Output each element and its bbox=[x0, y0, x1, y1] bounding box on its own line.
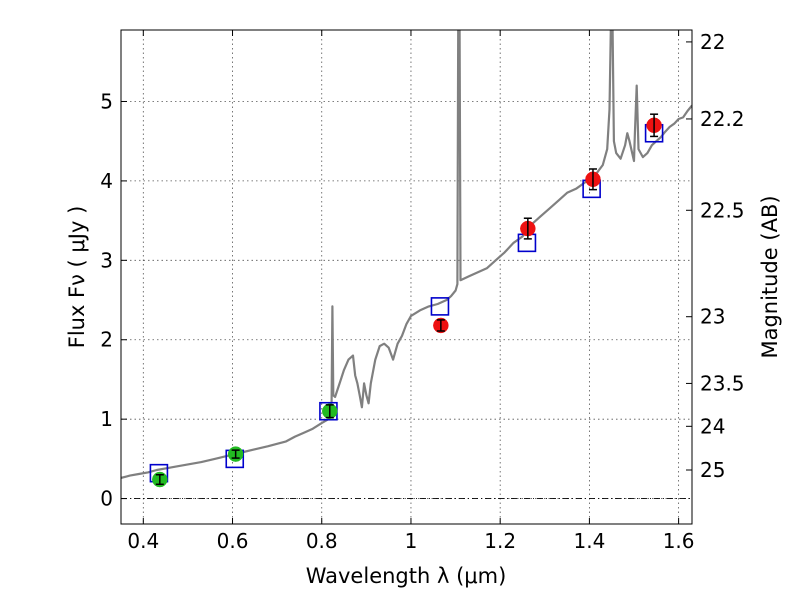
x-tick-label: 0.6 bbox=[217, 529, 249, 553]
plot-background bbox=[121, 30, 692, 524]
spectrum-line bbox=[121, 30, 692, 479]
y2-tick-label: 25 bbox=[700, 458, 725, 482]
y2-tick-label: 24 bbox=[700, 414, 725, 438]
y2-axis-title: Magnitude (AB) bbox=[758, 195, 782, 358]
ticks: 0.4 0.6 0.8 1 1.2 1.4 1.60123452222.222.52323.… bbox=[100, 30, 744, 553]
y-tick-label: 3 bbox=[100, 248, 113, 272]
y2-tick-label: 22.2 bbox=[700, 107, 745, 131]
x-tick-label: 0.8 bbox=[306, 529, 338, 553]
y-tick-label: 2 bbox=[100, 328, 113, 352]
y2-tick-label: 22.5 bbox=[700, 198, 745, 222]
model-band-marker bbox=[430, 297, 450, 316]
y2-tick-label: 23 bbox=[700, 305, 725, 329]
x-tick-label: 1 bbox=[405, 529, 418, 553]
x-axis-title: Wavelength λ (μm) bbox=[306, 564, 507, 588]
y2-tick-label: 23.5 bbox=[700, 371, 745, 395]
y-tick-label: 5 bbox=[100, 89, 113, 113]
y2-tick-label: 22 bbox=[700, 30, 725, 54]
x-tick-label: 0.4 bbox=[127, 529, 159, 553]
x-tick-label: 1.6 bbox=[663, 529, 695, 553]
x-tick-label: 1.2 bbox=[484, 529, 516, 553]
data-layer bbox=[121, 30, 692, 488]
y-axis-title: Flux Fν ( μJy ) bbox=[65, 206, 89, 349]
plot-frame bbox=[120, 29, 693, 525]
y-tick-label: 4 bbox=[100, 169, 113, 193]
y-tick-label: 0 bbox=[100, 487, 113, 511]
x-tick-label: 1.4 bbox=[573, 529, 605, 553]
y-tick-label: 1 bbox=[100, 407, 113, 431]
